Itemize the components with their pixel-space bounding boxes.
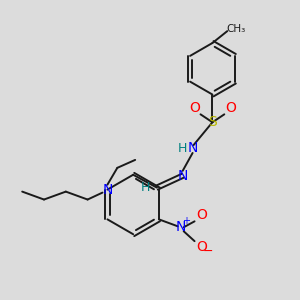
Text: +: + [182,216,190,226]
Text: O: O [189,101,200,116]
Text: N: N [188,141,198,155]
Text: O: O [225,101,236,116]
Text: O: O [196,208,207,222]
Text: N: N [102,183,112,196]
Text: N: N [176,220,186,234]
Text: O: O [196,240,207,254]
Text: N: N [178,169,188,183]
Text: S: S [208,115,217,129]
Text: −: − [203,244,214,258]
Text: H: H [178,142,188,154]
Text: CH₃: CH₃ [226,24,246,34]
Text: H: H [140,181,150,194]
